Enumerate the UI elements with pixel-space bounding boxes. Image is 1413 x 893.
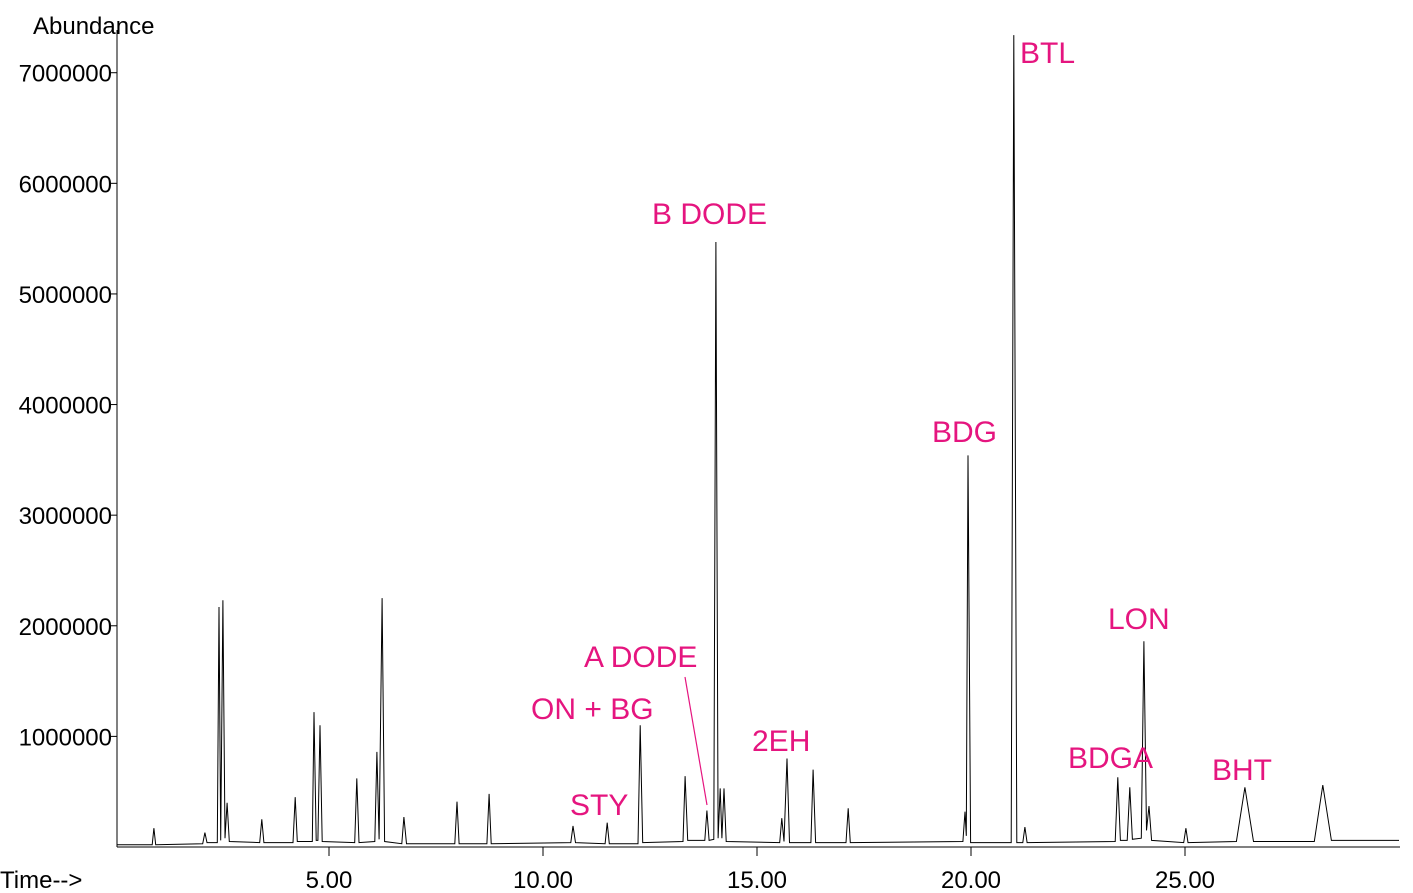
peak-annotation: BHT bbox=[1212, 754, 1272, 787]
chromatogram-trace bbox=[117, 35, 1399, 846]
y-tick-label: 4000000 bbox=[19, 393, 112, 420]
y-tick-label: 7000000 bbox=[19, 61, 112, 88]
peak-annotation: BDG bbox=[932, 416, 997, 449]
y-tick-label: 3000000 bbox=[19, 503, 112, 530]
peak-annotation: A DODE bbox=[584, 641, 697, 674]
x-tick-label: 25.00 bbox=[1155, 867, 1215, 893]
x-tick-label: 20.00 bbox=[941, 867, 1001, 893]
y-axis-label: Abundance bbox=[33, 13, 154, 40]
peak-annotation: BTL bbox=[1020, 37, 1075, 70]
y-tick-label: 2000000 bbox=[19, 614, 112, 641]
peak-annotation: LON bbox=[1108, 603, 1170, 636]
y-tick-label: 6000000 bbox=[19, 171, 112, 198]
peak-annotation: 2EH bbox=[752, 725, 810, 758]
y-tick-label: 5000000 bbox=[19, 282, 112, 309]
peak-annotation: B DODE bbox=[652, 198, 767, 231]
peak-annotation: STY bbox=[570, 789, 628, 822]
y-tick-label: 1000000 bbox=[19, 724, 112, 751]
x-tick-label: 10.00 bbox=[513, 867, 573, 893]
annotation-leader bbox=[684, 676, 708, 806]
x-tick-label: 5.00 bbox=[306, 867, 353, 893]
x-axis-label: Time--> bbox=[0, 867, 82, 893]
x-tick-label: 15.00 bbox=[727, 867, 787, 893]
peak-annotation: ON + BG bbox=[531, 693, 654, 726]
peak-annotation: BDGA bbox=[1068, 742, 1153, 775]
